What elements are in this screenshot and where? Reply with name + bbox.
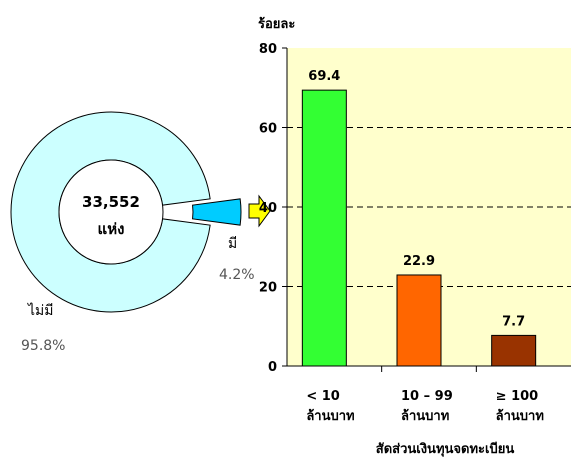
center-unit-label: แห่ง [98, 220, 125, 238]
x-category-label-line2: ล้านบาท [496, 408, 544, 424]
slice-value-yes: 4.2% [219, 267, 255, 283]
slice-label-no: ไม่มี [27, 302, 54, 319]
x-category-label-line1: ≥ 100 [496, 389, 539, 404]
center-count-label: 33,552 [82, 193, 140, 211]
y-tick-label: 60 [259, 122, 277, 137]
bar [491, 334, 537, 367]
y-tick-label: 80 [259, 42, 277, 57]
x-axis-title: สัดส่วนเงินทุนจดทะเบียน [376, 441, 515, 457]
doughnut-chart [10, 111, 242, 313]
bar [396, 274, 442, 367]
bar-value-label: 69.4 [308, 69, 340, 84]
y-tick-label: 40 [259, 201, 277, 216]
y-axis-title: ร้อยละ [258, 16, 295, 32]
bar-value-label: 22.9 [403, 254, 435, 269]
y-tick-label: 0 [268, 360, 277, 375]
bar-value-label: 7.7 [502, 314, 525, 329]
bars [301, 89, 537, 367]
x-category-labels: < 10 ล้านบาท 10 – 99 ล้านบาท ≥ 100 ล้านบาท [306, 366, 544, 424]
slice-value-no: 95.8% [21, 338, 65, 354]
connector-arrow-icon [248, 194, 271, 228]
x-category-label-line2: ล้านบาท [401, 408, 449, 424]
y-tick-label: 20 [259, 281, 277, 296]
bar [301, 89, 347, 367]
doughnut-labels: 33,552 แห่ง ไม่มี 95.8% มี 4.2% [21, 193, 255, 354]
bar-value-labels: 69.4 22.9 7.7 [308, 69, 525, 329]
slice-yes [191, 198, 242, 226]
x-category-label-line1: 10 – 99 [401, 389, 453, 404]
x-category-label-line2: ล้านบาท [306, 408, 354, 424]
slice-label-yes: มี [228, 236, 237, 252]
x-category-label-line1: < 10 [306, 389, 340, 404]
doughnut-hole [58, 159, 164, 265]
y-tick-labels: 0 20 40 60 80 [259, 42, 277, 375]
